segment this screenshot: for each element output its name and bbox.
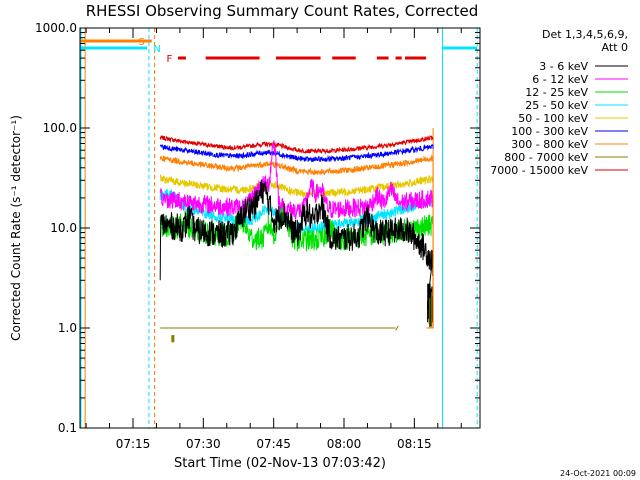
x-tick-label: 07:15 — [116, 437, 151, 451]
footer-date: 24-Oct-2021 00:09 — [560, 469, 636, 478]
legend-label: 6 - 12 keV — [532, 73, 588, 86]
series-line — [159, 140, 434, 220]
plot-layer: SNF — [80, 28, 478, 428]
x-tick-label: 07:30 — [186, 437, 221, 451]
legend-label: 25 - 50 keV — [525, 99, 588, 112]
legend-label: 7000 - 15000 keV — [490, 164, 588, 177]
series-line — [159, 134, 434, 156]
legend-header-2: Att 0 — [602, 41, 628, 54]
legend-label: 800 - 7000 keV — [504, 151, 588, 164]
series-line — [159, 189, 434, 235]
legend-label: 50 - 100 keV — [518, 112, 588, 125]
flag-label: N — [153, 44, 160, 55]
flag-label: F — [166, 54, 172, 65]
x-tick-label: 08:15 — [397, 437, 432, 451]
x-tick-label: 07:45 — [256, 437, 291, 451]
ticks-layer: 0.1 1.0 10.0 100.0 1000.0 07:15 07:30 07:45 08:0… — [35, 21, 480, 451]
series-line — [426, 159, 434, 329]
y-tick-label: 1000.0 — [35, 21, 77, 35]
y-tick-label: 0.1 — [58, 421, 77, 435]
plot-frame — [79, 27, 481, 429]
y-tick-label: 1.0 — [58, 321, 77, 335]
y-axis-label: Corrected Count Rate (s⁻¹ detector⁻¹) — [9, 115, 23, 341]
flag-label: S — [138, 37, 144, 48]
x-tick-label: 08:00 — [327, 437, 362, 451]
series-line — [159, 154, 434, 177]
legend-label: 100 - 300 keV — [511, 125, 588, 138]
chart-title: RHESSI Observing Summary Count Rates, Co… — [86, 2, 479, 20]
legend-label: 300 - 800 keV — [511, 138, 588, 151]
y-tick-label: 100.0 — [43, 121, 77, 135]
x-axis-label: Start Time (02-Nov-13 07:03:42) — [174, 456, 386, 471]
legend-label: 12 - 25 keV — [525, 86, 588, 99]
series-line — [159, 143, 434, 163]
series-line — [395, 325, 399, 331]
y-tick-label: 10.0 — [50, 221, 77, 235]
series-line — [159, 179, 434, 328]
legend-header-1: Det 1,3,4,5,6,9, — [542, 28, 628, 41]
legend-label: 3 - 6 keV — [539, 60, 588, 73]
